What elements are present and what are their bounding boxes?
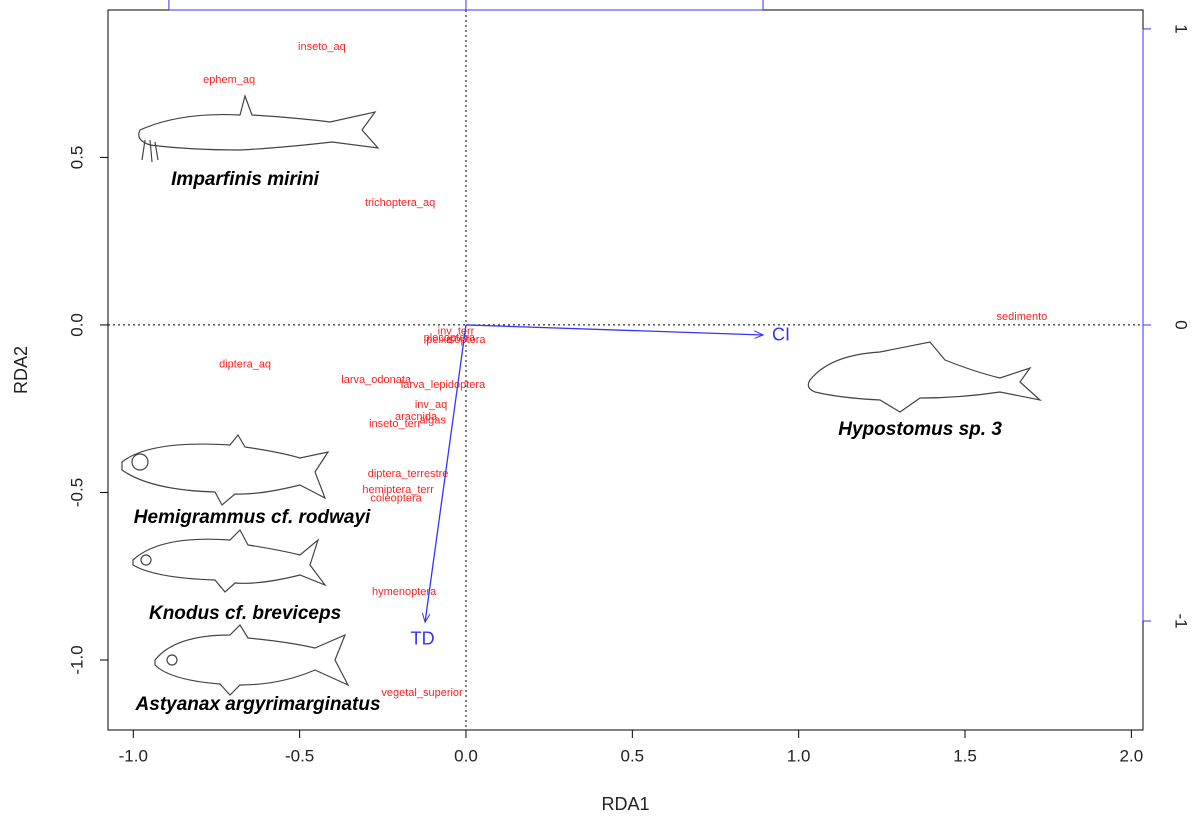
y2-tick-label: -1: [1172, 613, 1191, 628]
species-score-label: diptera_aq: [219, 359, 271, 371]
y-tick-label: 0.5: [67, 146, 86, 170]
species-score-label: inseto_terr: [369, 418, 421, 430]
arrow-label: TD: [411, 629, 435, 649]
x-axis-title: RDA1: [601, 794, 649, 814]
species-score-label: larva_lepidoptera: [401, 379, 486, 391]
species-score-label: diptera_terrestre: [368, 468, 449, 480]
y-tick-label: 0.0: [67, 313, 86, 337]
species-score-label: vegetal_superior: [381, 687, 463, 699]
arrow: [425, 324, 467, 622]
arrow: [465, 324, 763, 335]
fish-eye: [166, 654, 178, 666]
species-score-label: isoptera: [446, 334, 486, 346]
x-tick-label: 0.5: [620, 746, 644, 765]
fish-eye: [140, 554, 152, 566]
fish-astyanax: [154, 624, 350, 696]
species-score-label: hymenoptera: [372, 586, 437, 598]
x-tick-label: 1.0: [787, 746, 811, 765]
x-tick-label: 1.5: [953, 746, 977, 765]
y-tick-label: -1.0: [67, 645, 86, 674]
species-score-label: aracnida: [395, 411, 438, 423]
species-score-label: ephem_aq: [203, 74, 255, 86]
species-score-label: inseto_aq: [298, 41, 346, 53]
fish-hemigrammus: [121, 433, 330, 506]
arrow-label: CI: [772, 324, 790, 344]
species-score-label: larva_odonata: [341, 374, 412, 386]
species-label: Astyanax argyrimarginatus: [135, 694, 381, 715]
x-tick-label: 0.0: [454, 746, 478, 765]
species-score-label: coleoptera: [370, 493, 422, 505]
species-label: Hemigrammus cf. rodwayi: [134, 507, 371, 528]
species-score-label: peixe: [426, 334, 452, 346]
x-tick-label: -0.5: [285, 746, 314, 765]
species-score-label: plecoptera: [424, 332, 476, 344]
species-label: Hypostomus sp. 3: [838, 419, 1002, 440]
species-score-label: algas: [420, 414, 447, 426]
fish-knodus: [132, 529, 327, 593]
species-label: Knodus cf. breviceps: [149, 603, 341, 624]
x-tick-label: -1.0: [119, 746, 148, 765]
fish-hypostomus: [807, 341, 1043, 413]
species-score-label: inv_aq: [415, 399, 447, 411]
y2-tick-label: 0: [1172, 320, 1191, 329]
fish-drawings: [121, 94, 1043, 696]
x-tick-label: 2.0: [1120, 746, 1144, 765]
species-score-label: trichoptera_aq: [365, 197, 435, 209]
species-label: Imparfinis mirini: [171, 169, 320, 190]
fish-imparfinis: [138, 94, 380, 163]
fish-eye: [131, 453, 149, 471]
y-tick-label: -0.5: [67, 478, 86, 507]
y2-tick-label: 1: [1172, 24, 1191, 33]
species-score-label: sedimento: [997, 311, 1048, 323]
species-score-label: hemiptera_terr: [362, 484, 434, 496]
y-axis-title: RDA2: [11, 346, 31, 394]
